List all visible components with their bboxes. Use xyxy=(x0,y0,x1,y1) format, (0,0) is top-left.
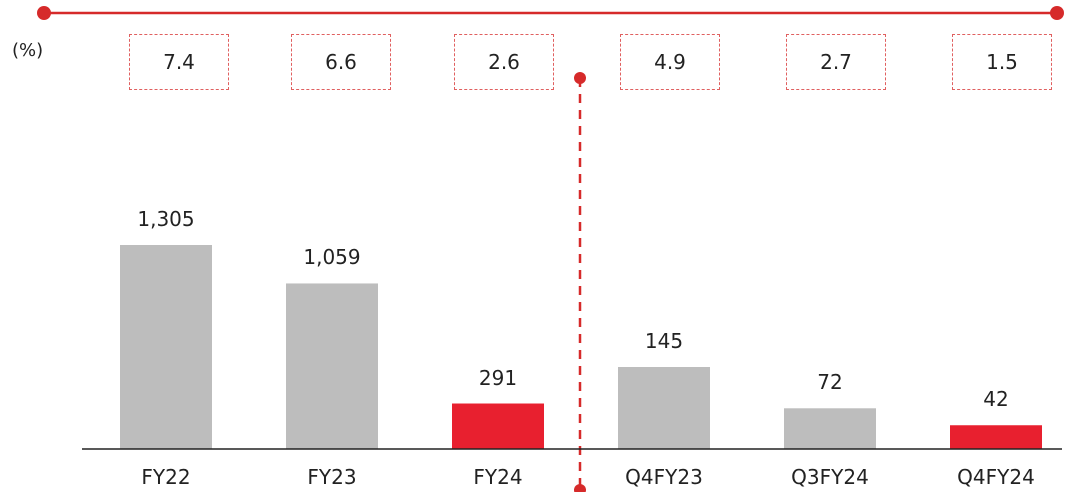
value-label-fy24: 291 xyxy=(478,365,518,390)
bar-fy22 xyxy=(120,245,212,449)
value-label-q4fy24: 42 xyxy=(983,387,1009,412)
category-label-q3fy24: Q3FY24 xyxy=(791,465,869,489)
percent-box-q4fy24: 1.5 xyxy=(952,34,1052,90)
percent-box-fy24: 2.6 xyxy=(454,34,554,90)
category-label-q4fy23: Q4FY23 xyxy=(625,465,703,489)
bar-q4fy23 xyxy=(618,367,710,449)
percent-box-fy23: 6.6 xyxy=(291,34,391,90)
timeline-end-dot xyxy=(1050,6,1064,20)
percent-box-fy22: 7.4 xyxy=(129,34,229,90)
percent-box-q3fy24: 2.7 xyxy=(786,34,886,90)
percent-unit-label: (%) xyxy=(12,40,44,61)
divider-top-dot xyxy=(574,72,586,84)
bar-q3fy24 xyxy=(784,408,876,449)
divider-bottom-dot xyxy=(574,484,586,492)
bar-fy23 xyxy=(286,283,378,449)
category-label-fy22: FY22 xyxy=(141,465,191,489)
value-label-fy22: 1,305 xyxy=(137,207,195,231)
value-label-fy23: 1,059 xyxy=(303,245,361,270)
bar-q4fy24 xyxy=(950,425,1042,449)
category-label-fy24: FY24 xyxy=(473,465,523,489)
category-label-q4fy24: Q4FY24 xyxy=(957,465,1035,489)
value-label-q4fy23: 145 xyxy=(644,329,684,353)
percent-box-q4fy23: 4.9 xyxy=(620,34,720,90)
value-label-q3fy24: 72 xyxy=(817,370,843,395)
timeline-start-dot xyxy=(37,6,51,20)
category-label-fy23: FY23 xyxy=(307,465,357,489)
bar-fy24 xyxy=(452,403,544,449)
